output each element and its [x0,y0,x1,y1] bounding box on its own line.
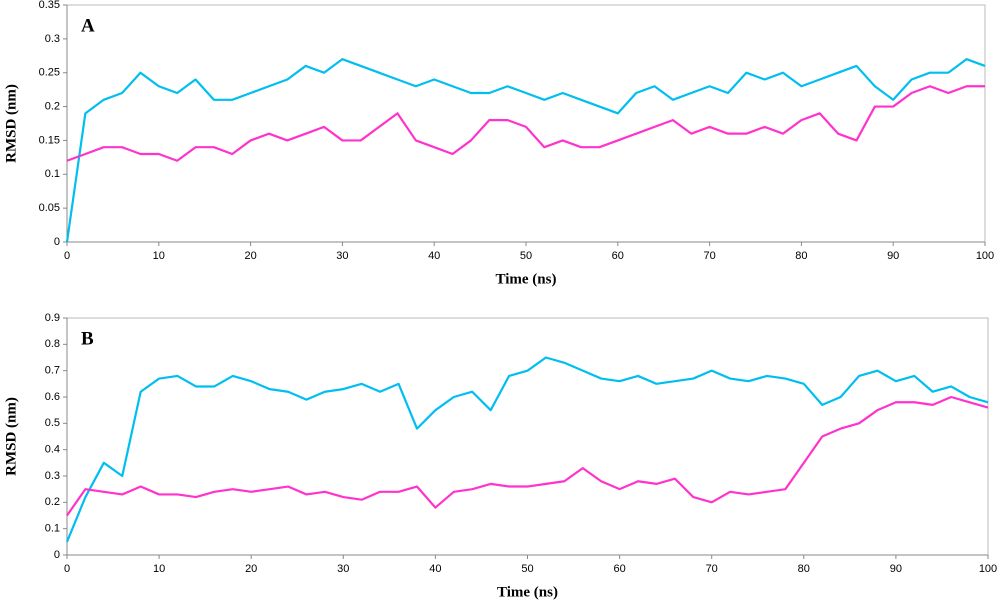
y-tick-label: 0.6 [45,391,60,403]
plot-frame [66,4,986,243]
y-tick-label: 0.2 [45,496,60,508]
panel-label: A [81,15,95,36]
x-tick-label: 30 [337,563,349,575]
x-tick-label: 100 [979,563,997,575]
data-line [66,85,985,162]
x-tick-label: 50 [521,563,533,575]
y-tick-label: 0.05 [39,202,60,214]
x-tick-label: 40 [429,563,441,575]
x-axis-title: Time (ns) [496,271,557,287]
x-tick-label: 10 [153,250,165,262]
x-axis-title: Time (ns) [497,584,558,600]
x-tick-label: 20 [244,250,256,262]
y-tick-label: 0.5 [45,417,60,429]
data-line [65,356,989,543]
x-tick-label: 10 [153,563,165,575]
y-axis-title: RMSD (nm) [3,84,19,163]
y-tick-label: 0 [54,549,60,561]
x-tick-label: 90 [890,563,902,575]
y-tick-label: 0.2 [45,100,60,112]
y-tick-label: 0.8 [45,338,60,350]
y-tick-label: 0.9 [45,312,60,324]
x-tick-label: 20 [245,563,257,575]
x-tick-label: 100 [976,250,994,262]
x-tick-label: 30 [336,250,348,262]
x-tick-label: 60 [613,563,625,575]
x-tick-label: 0 [64,563,70,575]
data-line [65,58,986,243]
y-tick-label: 0.3 [45,33,60,45]
x-tick-label: 70 [706,563,718,575]
data-line [66,395,989,517]
y-tick-label: 0.25 [39,67,60,79]
y-tick-label: 0 [54,236,60,248]
y-tick-label: 0.1 [45,168,60,180]
y-tick-label: 0.15 [39,134,60,146]
y-axis-title: RMSD (nm) [3,397,19,476]
x-tick-label: 0 [64,250,70,262]
panel-label: B [81,328,94,349]
x-tick-label: 80 [795,250,807,262]
y-tick-label: 0.3 [45,470,60,482]
x-tick-label: 50 [520,250,532,262]
y-tick-label: 0.4 [45,444,60,456]
y-tick-label: 0.1 [45,523,60,535]
x-tick-label: 40 [428,250,440,262]
y-tick-label: 0.35 [39,0,60,11]
x-tick-label: 80 [798,563,810,575]
x-tick-label: 60 [612,250,624,262]
y-tick-label: 0.7 [45,365,60,377]
x-tick-label: 70 [703,250,715,262]
x-tick-label: 90 [887,250,899,262]
plot-frame [66,317,989,556]
